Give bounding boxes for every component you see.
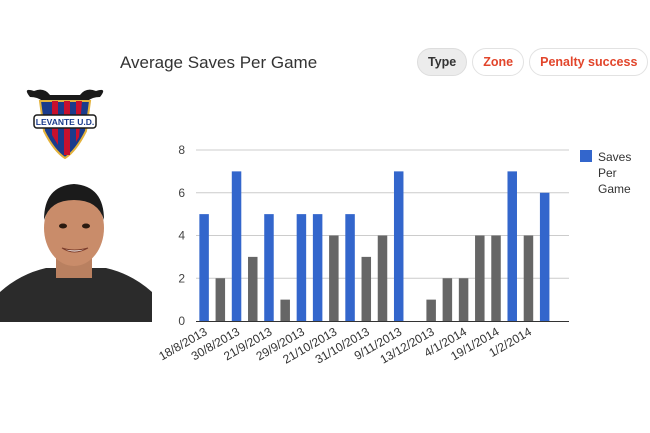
- bar[interactable]: [296, 214, 307, 321]
- bar[interactable]: [248, 256, 258, 321]
- bar[interactable]: [507, 171, 517, 321]
- bar[interactable]: [312, 214, 323, 321]
- bar[interactable]: [199, 214, 209, 321]
- bar[interactable]: [458, 278, 469, 321]
- y-tick-label: 2: [178, 271, 185, 285]
- tab-bar: Type Zone Penalty success: [417, 48, 649, 76]
- tab-zone[interactable]: Zone: [472, 48, 525, 76]
- bar[interactable]: [361, 256, 372, 321]
- bar[interactable]: [491, 235, 501, 322]
- bar[interactable]: [345, 214, 355, 321]
- chart-legend: Saves Per Game: [580, 149, 644, 197]
- bar[interactable]: [215, 278, 226, 321]
- bar[interactable]: [426, 299, 436, 321]
- crest-text: LEVANTE U.D.: [36, 117, 94, 127]
- bar[interactable]: [539, 192, 550, 321]
- chart-title: Average Saves Per Game: [120, 53, 318, 72]
- bar[interactable]: [393, 171, 404, 321]
- legend-label: Saves Per Game: [598, 150, 632, 196]
- y-tick-label: 4: [178, 229, 185, 243]
- bar[interactable]: [377, 235, 388, 322]
- bar[interactable]: [523, 235, 534, 322]
- player-photo: [0, 162, 152, 322]
- y-tick-label: 8: [178, 143, 185, 157]
- bar[interactable]: [442, 278, 453, 321]
- tab-type[interactable]: Type: [417, 48, 468, 76]
- bar[interactable]: [475, 235, 485, 322]
- tab-penalty-success[interactable]: Penalty success: [529, 48, 649, 76]
- club-crest-logo: LEVANTE U.D.: [26, 89, 104, 160]
- y-tick-label: 6: [178, 186, 185, 200]
- bar[interactable]: [329, 235, 339, 322]
- y-tick-label: 0: [178, 314, 185, 328]
- legend-swatch: [580, 150, 592, 162]
- bar[interactable]: [280, 299, 290, 321]
- bar[interactable]: [264, 214, 274, 321]
- bar[interactable]: [231, 171, 242, 321]
